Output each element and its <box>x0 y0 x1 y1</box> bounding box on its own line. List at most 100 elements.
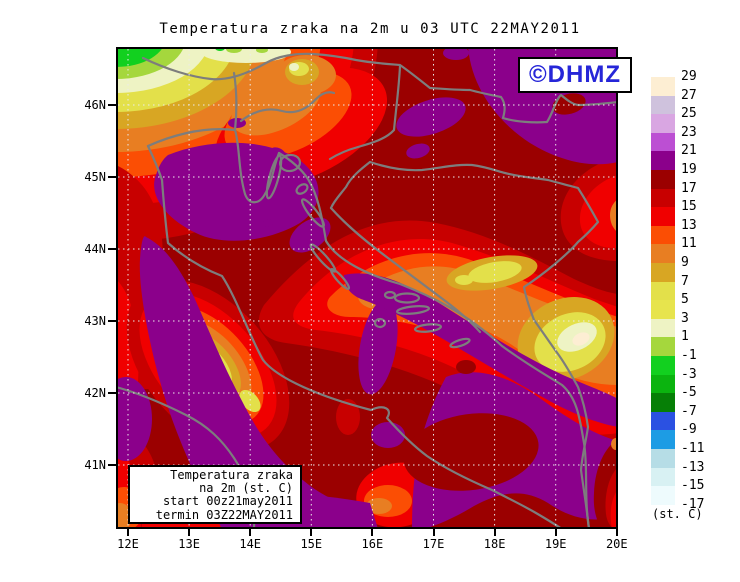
colorbar-swatch <box>651 356 675 376</box>
x-axis-tick <box>310 529 313 536</box>
colorbar-swatch <box>651 263 675 283</box>
x-axis-tick <box>188 529 191 536</box>
y-axis-tick <box>108 248 116 250</box>
island-outlines <box>265 153 471 349</box>
legend-box: Temperatura zraka na 2m (st. C) start 00z2… <box>128 465 302 524</box>
sava-drina-border <box>368 160 600 529</box>
colorbar-label: -7 <box>681 403 697 419</box>
x-axis-label: 13E <box>178 537 200 551</box>
colorbar-swatch <box>651 393 675 413</box>
x-axis-label: 19E <box>544 537 567 551</box>
y-axis-tick <box>108 176 116 178</box>
colorbar-label: 29 <box>681 69 697 84</box>
colorbar-swatch <box>651 151 675 171</box>
colorbar-label: -13 <box>681 459 705 475</box>
colorbar-label: -1 <box>681 348 697 363</box>
colorbar-label: 27 <box>681 87 697 103</box>
colorbar-label: -3 <box>681 366 697 382</box>
una-border <box>329 160 372 210</box>
y-axis-tick <box>108 464 116 466</box>
slovenia-claw-border <box>328 64 402 161</box>
colorbar-swatch <box>651 188 675 208</box>
colorbar-swatch <box>651 244 675 264</box>
northern-border <box>141 52 618 124</box>
y-axis-label: 45N <box>84 169 106 184</box>
y-axis-label: 42N <box>84 385 106 400</box>
colorbar-swatch <box>651 225 675 245</box>
dhmz-logo-text: ©DHMZ <box>529 61 621 88</box>
colorbar-label: -9 <box>681 422 697 438</box>
colorbar-label: 3 <box>681 310 689 326</box>
colorbar-label: 23 <box>681 124 697 140</box>
x-axis-tick <box>554 529 557 536</box>
colorbar-swatch <box>651 170 675 190</box>
colorbar-label: -17 <box>681 496 705 512</box>
y-axis-tick <box>108 392 116 394</box>
temperature-map-plot <box>116 47 618 529</box>
colorbar-swatch <box>651 411 675 431</box>
colorbar-unit-label: (st. C) <box>652 507 703 521</box>
legend-line: na 2m (st. C) <box>199 481 293 496</box>
x-axis-tick <box>249 529 252 536</box>
colorbar-swatch <box>651 449 675 469</box>
colorbar-label: 5 <box>681 292 689 308</box>
colorbar-swatch <box>651 207 675 227</box>
istria-coast <box>233 128 281 204</box>
x-axis-tick <box>432 529 435 536</box>
slovenia-croatia-border <box>239 91 336 123</box>
x-axis-tick <box>127 529 129 536</box>
y-axis-label: 44N <box>84 241 106 256</box>
colorbar-label: 1 <box>681 329 689 345</box>
colorbar-swatch <box>651 337 675 357</box>
italy-adriatic-coast <box>146 144 564 529</box>
x-axis-label: 12E <box>117 537 139 551</box>
colorbar-label: 11 <box>681 236 697 252</box>
x-axis-label: 15E <box>300 537 323 551</box>
y-axis-tick <box>108 104 116 106</box>
colorbar-swatch <box>651 281 675 301</box>
bosnia-coastal-border <box>329 206 482 334</box>
x-axis-tick <box>371 529 374 536</box>
x-axis-label: 18E <box>483 537 506 551</box>
x-axis-tick <box>615 529 618 536</box>
colorbar-label: 7 <box>681 273 689 289</box>
x-axis-label: 17E <box>422 537 445 551</box>
graticule-layer <box>118 49 616 527</box>
colorbar-label: 17 <box>681 180 697 196</box>
y-axis-label: 46N <box>84 97 106 112</box>
page-title: Temperatura zraka na 2m u 03 UTC 22MAY20… <box>159 21 581 37</box>
colorbar-label: -5 <box>681 385 697 401</box>
x-axis-label: 20E <box>605 537 628 551</box>
dalmatian-coastal-purple <box>344 273 618 427</box>
legend-line: Temperatura zraka <box>170 468 293 482</box>
colorbar-swatch <box>651 374 675 394</box>
x-axis-label: 14E <box>239 537 262 551</box>
y-axis-tick <box>108 320 116 322</box>
colorbar-label: 21 <box>681 143 697 159</box>
colorbar-swatch <box>651 95 675 115</box>
dhmz-logo-box: ©DHMZ <box>518 57 632 93</box>
y-axis-label: 43N <box>84 313 106 328</box>
colorbar-label: -15 <box>681 478 705 494</box>
dalmatian-coast <box>277 151 591 529</box>
colorbar-label: 25 <box>681 106 697 122</box>
colorbar-swatch <box>651 114 675 134</box>
colorbar-swatch <box>651 467 675 487</box>
colorbar-swatch <box>651 300 675 320</box>
legend-line: termin 03Z22MAY2011 <box>155 507 293 522</box>
colorbar-label: 15 <box>681 199 697 215</box>
x-axis-label: 16E <box>361 537 384 551</box>
colorbar-label: 13 <box>681 217 697 233</box>
colorbar-swatch <box>651 318 675 338</box>
colorbar-swatch <box>651 77 675 97</box>
legend-line: start 00z21may2011 <box>162 494 293 509</box>
y-axis-label: 41N <box>84 457 106 472</box>
colorbar-label: 9 <box>681 255 689 270</box>
colorbar-label: -11 <box>681 441 705 456</box>
italy-slovenia-border <box>232 71 238 132</box>
x-axis-tick <box>493 529 496 536</box>
colorbar-swatch <box>651 430 675 450</box>
colorbar-swatch <box>651 486 675 506</box>
venice-trieste-coast <box>146 128 237 148</box>
